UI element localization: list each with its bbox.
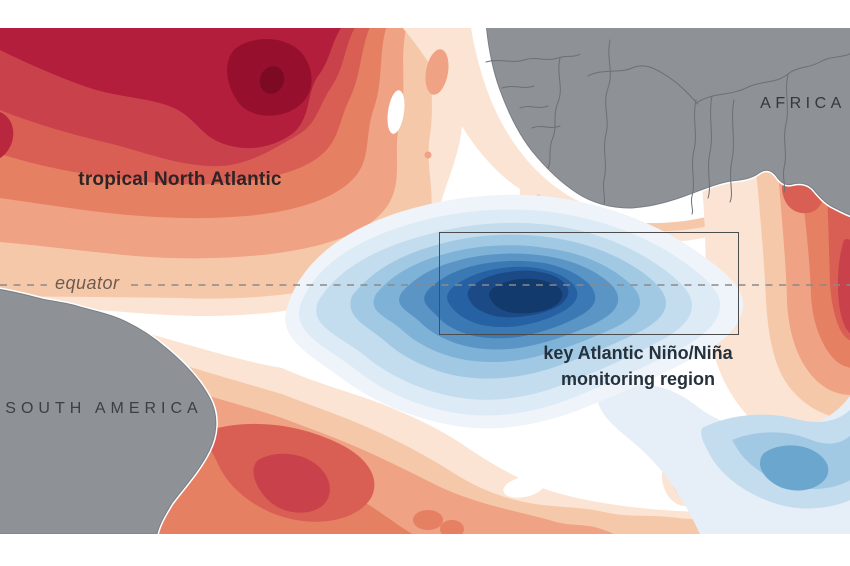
south-america-label: SOUTH AMERICA — [5, 400, 203, 417]
landmass-africa — [484, 28, 850, 218]
equator-label: equator — [55, 273, 120, 294]
monitoring-region-label: key Atlantic Niño/Niña monitoring region — [543, 340, 732, 392]
africa-label: AFRICA — [760, 95, 846, 112]
africa-country-borders — [485, 39, 850, 215]
tropical-north-atlantic-label: tropical North Atlantic — [78, 169, 282, 190]
monitoring-region-label-line2: monitoring region — [561, 369, 715, 389]
cool-contours-equatorial — [285, 194, 744, 429]
landmass-south-america — [0, 287, 218, 534]
monitoring-region-label-line1: key Atlantic Niño/Niña — [543, 343, 733, 363]
cool-contours-southeast — [597, 384, 850, 534]
warm-contours-east — [700, 170, 850, 461]
monitoring-region-box — [439, 232, 739, 335]
